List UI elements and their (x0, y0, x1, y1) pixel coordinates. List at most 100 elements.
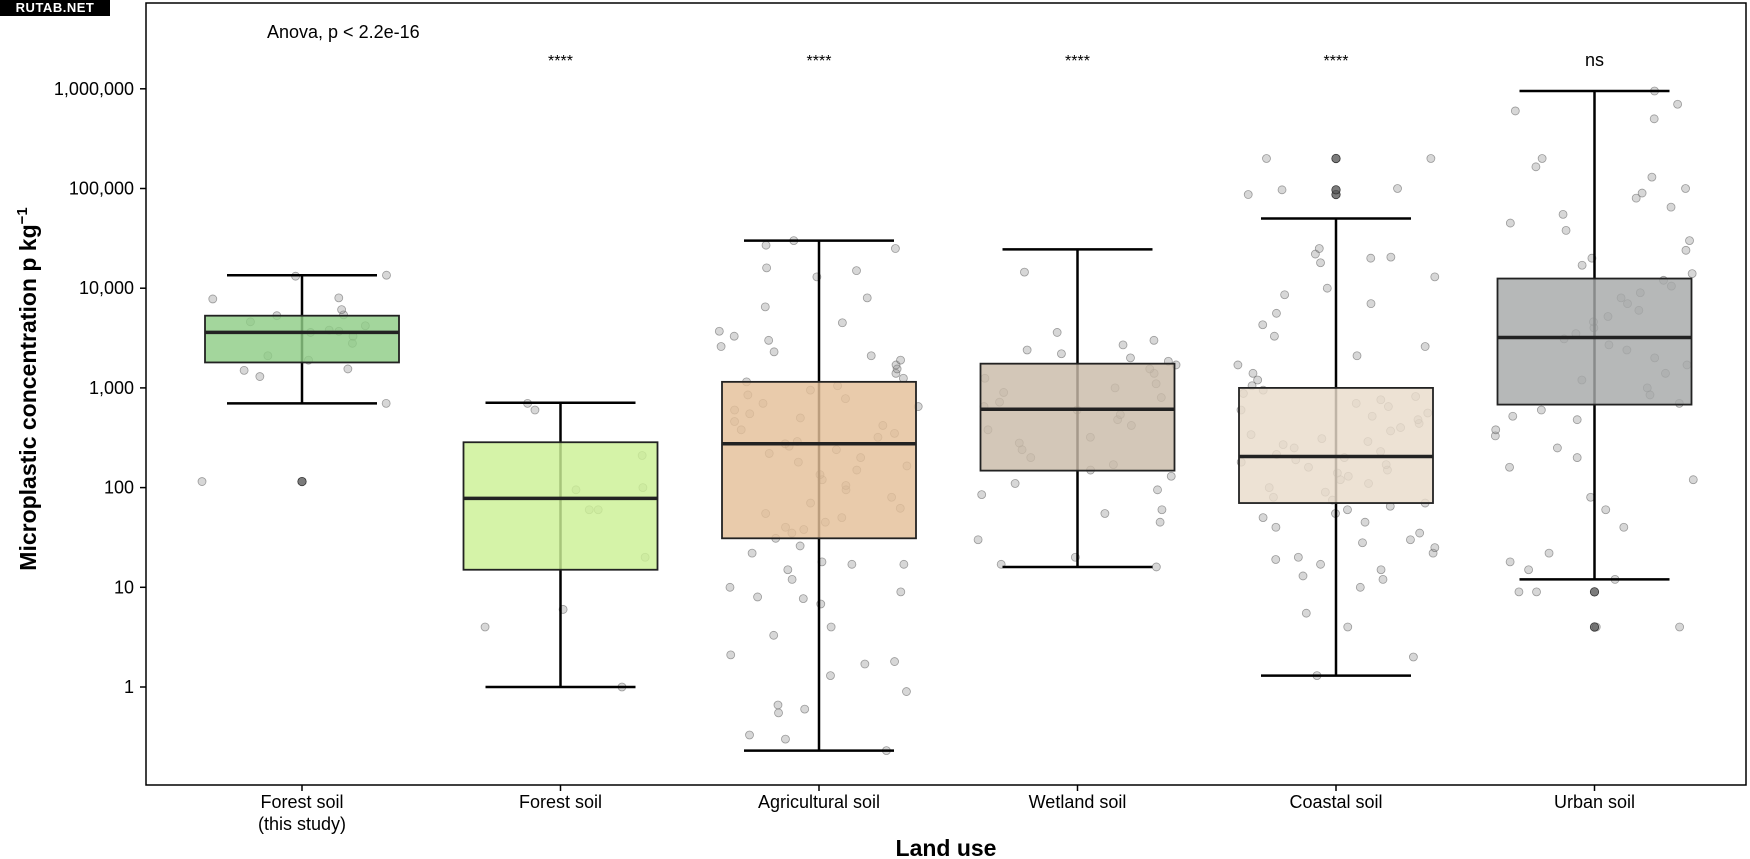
data-point (1243, 190, 1253, 199)
data-point (1647, 172, 1657, 182)
data-point (1681, 184, 1690, 193)
data-point (1366, 299, 1376, 309)
significance-label: **** (1324, 53, 1349, 70)
data-point (1505, 462, 1514, 472)
data-point (852, 266, 861, 276)
data-point (480, 622, 490, 632)
data-point (1673, 99, 1683, 109)
data-point (1406, 535, 1415, 545)
data-point (896, 355, 905, 365)
data-point (1491, 425, 1501, 435)
data-point (1262, 154, 1271, 163)
data-point (1688, 475, 1698, 485)
data-point (1366, 253, 1376, 263)
data-point (1687, 269, 1697, 279)
data-point (1277, 185, 1287, 195)
data-point (1293, 552, 1303, 562)
data-point (1552, 443, 1562, 453)
data-point (1010, 479, 1020, 488)
data-point (1649, 114, 1659, 124)
box-iqr (462, 441, 659, 571)
data-point (1631, 193, 1641, 203)
data-point (1022, 345, 1032, 355)
significance-label: **** (807, 53, 832, 70)
box-iqr (204, 314, 400, 364)
outlier-point (1589, 622, 1600, 632)
data-point (1343, 622, 1353, 632)
data-point (1685, 236, 1694, 246)
y-axis-title-group: Microplastic concentration p kg−1 (14, 207, 41, 570)
x-tick-label: (this study) (258, 814, 346, 834)
data-point (1280, 290, 1290, 300)
jitter-points-layer (197, 86, 1698, 756)
data-point (1637, 188, 1647, 198)
data-point (1510, 106, 1520, 116)
data-point (899, 559, 909, 569)
data-point (764, 335, 774, 345)
data-point (1675, 622, 1685, 632)
data-point (343, 364, 353, 374)
data-point (891, 360, 901, 370)
y-axis-title-superscript: −1 (14, 207, 31, 224)
data-point (847, 559, 857, 569)
data-point (837, 318, 847, 328)
data-point (1355, 582, 1365, 592)
data-point (769, 630, 779, 640)
x-tick-label: Urban soil (1554, 792, 1635, 812)
box-iqr (721, 380, 917, 540)
y-axis-title: Microplastic concentration p kg−1 (14, 207, 41, 570)
data-point (1430, 272, 1440, 282)
data-point (1316, 258, 1325, 268)
data-point (1271, 522, 1281, 532)
data-point (1157, 505, 1167, 515)
data-point (773, 700, 783, 710)
data-point (1271, 555, 1281, 564)
data-point (1360, 517, 1370, 527)
data-point (1572, 453, 1582, 462)
data-point (1428, 548, 1438, 558)
x-axis-title: Land use (896, 835, 997, 859)
data-point (1426, 154, 1436, 163)
box-iqr (979, 362, 1176, 472)
data-point (1322, 283, 1332, 293)
data-point (745, 730, 754, 740)
data-point (239, 365, 249, 375)
data-point (1430, 543, 1440, 553)
data-point (891, 244, 900, 253)
data-point (1301, 608, 1311, 618)
data-point (862, 293, 872, 303)
x-axis: Forest soil(this study)Forest soil Agricu… (258, 785, 1635, 834)
data-point (1155, 517, 1165, 527)
data-point (902, 687, 911, 696)
box-iqr (1496, 277, 1693, 406)
data-point (1666, 202, 1676, 212)
data-point (1343, 505, 1352, 515)
outlier-point (1331, 185, 1341, 195)
data-point (1561, 225, 1571, 235)
data-point (760, 302, 770, 312)
data-point (762, 263, 772, 273)
data-point (1151, 562, 1161, 572)
data-point (1505, 218, 1515, 228)
data-point (1314, 244, 1324, 253)
data-point (382, 270, 391, 280)
data-point (1352, 351, 1362, 361)
data-point (1681, 245, 1691, 255)
data-point (1248, 368, 1258, 378)
outlier-point (1589, 587, 1600, 597)
data-point (1558, 209, 1568, 219)
data-point (1149, 335, 1159, 345)
data-point (866, 351, 876, 361)
outlier-point (297, 476, 307, 487)
data-point (781, 734, 790, 744)
data-point (1505, 557, 1515, 567)
data-point (255, 372, 265, 381)
x-tick-label: Wetland soil (1029, 792, 1127, 812)
data-point (1270, 331, 1279, 341)
anova-annotation: Anova, p < 2.2e-16 (267, 22, 420, 42)
data-point (1052, 328, 1062, 337)
box-iqr (1238, 386, 1434, 504)
boxes-layer: **** **** **** **** ns (204, 50, 1693, 752)
data-point (1544, 548, 1554, 558)
data-point (1420, 342, 1430, 351)
